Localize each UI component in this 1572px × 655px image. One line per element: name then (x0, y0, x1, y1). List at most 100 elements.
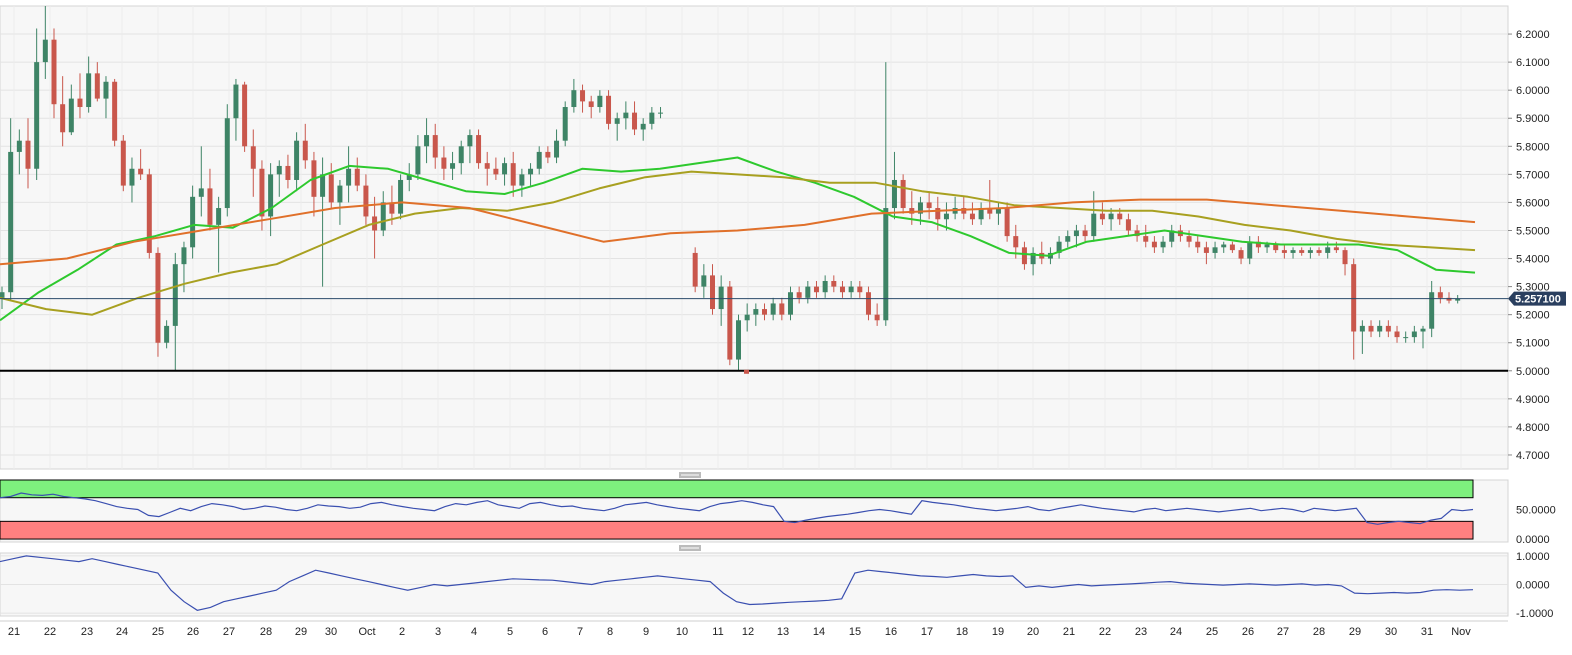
candle-up (805, 286, 811, 298)
y-tick-label: 6.0000 (1516, 85, 1550, 97)
candle-down (242, 84, 248, 147)
candle-down (1004, 208, 1010, 237)
oscillator-zone (0, 479, 1474, 499)
candle-down (1255, 241, 1261, 248)
candle-up (415, 146, 421, 175)
candle-down (1299, 250, 1305, 253)
candle-down (1143, 236, 1149, 242)
y-tick-label: 4.7000 (1516, 450, 1550, 462)
candle-down (51, 39, 57, 105)
candle-down (831, 280, 837, 287)
candle-up (787, 292, 793, 315)
candle-up (224, 118, 230, 209)
x-tick-label: 29 (1349, 626, 1361, 638)
candle-down (857, 286, 863, 293)
candle-up (1030, 252, 1036, 265)
candle-up (718, 286, 724, 310)
x-tick-label: 26 (1242, 626, 1254, 638)
candle-up (233, 84, 239, 119)
candle-up (198, 188, 204, 197)
candle-up (1073, 230, 1079, 237)
y-tick-label: 5.0000 (1516, 366, 1550, 378)
x-tick-label: 10 (676, 626, 688, 638)
x-tick-label: 28 (260, 626, 272, 638)
candle-down (987, 208, 993, 214)
candle-down (1082, 230, 1088, 237)
candle-up (380, 202, 386, 231)
x-tick-label: 22 (1099, 626, 1111, 638)
candle-up (42, 39, 48, 63)
candle-down (1013, 236, 1019, 248)
candle-down (692, 252, 698, 287)
candle-down (909, 208, 915, 214)
x-tick-label: 26 (187, 626, 199, 638)
candle-down (580, 90, 586, 102)
candle-up (649, 112, 655, 124)
candle-down (1117, 213, 1123, 220)
x-tick-label: 25 (152, 626, 164, 638)
x-tick-label: 22 (44, 626, 56, 638)
moving-average-line (0, 198, 1476, 266)
candle-down (1394, 331, 1400, 338)
candle-down (441, 157, 447, 169)
candle-down (1273, 244, 1279, 251)
y-tick-label: 5.3000 (1516, 282, 1550, 294)
candle-up (8, 151, 14, 293)
candle-down (865, 292, 871, 315)
candle-up (16, 140, 22, 152)
moving-average-line (0, 156, 1476, 322)
oscillator-zone (0, 520, 1474, 540)
candle-down (77, 98, 83, 108)
candle-down (813, 286, 819, 293)
candle-down (1437, 292, 1443, 298)
y-tick-label: 5.9000 (1516, 113, 1550, 125)
x-tick-label: 29 (295, 626, 307, 638)
candle-down (207, 188, 213, 225)
x-tick-label: 20 (1027, 626, 1039, 638)
candle-down (155, 252, 161, 343)
candle-up (216, 208, 222, 225)
candle-down (60, 104, 66, 133)
candle-up (623, 112, 629, 119)
candle-up (276, 165, 282, 175)
candle-down (1021, 247, 1027, 265)
candle-down (302, 140, 308, 161)
candle-up (34, 62, 40, 169)
candle-down (839, 286, 845, 293)
candle-down (1125, 219, 1131, 231)
momentum-panel: 1.0000 0.0000 -1.0000 (0, 551, 1553, 620)
x-tick-label: 27 (1277, 626, 1289, 638)
candle-down (1385, 325, 1391, 332)
candle-up (1108, 213, 1114, 220)
x-tick-label: 18 (956, 626, 968, 638)
x-tick-label: Nov (1451, 626, 1471, 638)
y-tick-label: 5.2000 (1516, 310, 1550, 322)
x-tick-label: 24 (116, 626, 128, 638)
candle-down (874, 314, 880, 321)
candle-up (458, 146, 464, 164)
candle-up (129, 168, 135, 186)
candle-down (1186, 236, 1192, 242)
candle-up (1212, 247, 1218, 253)
candle-down (926, 202, 932, 209)
x-tick-label: 2 (399, 626, 405, 638)
candle-up (1377, 325, 1383, 332)
candle-down (112, 81, 118, 141)
candle-down (545, 151, 551, 158)
candle-up (398, 179, 404, 214)
candle-up (770, 303, 776, 315)
candle-up (268, 174, 274, 217)
candle-up (1160, 241, 1166, 248)
candle-down (354, 168, 360, 186)
candle-down (1195, 241, 1201, 248)
y-tick-label: 5.7000 (1516, 169, 1550, 181)
candle-up (1065, 236, 1071, 242)
candle-down (510, 163, 516, 186)
y-tick-label: 5.6000 (1516, 197, 1550, 209)
candle-down (961, 208, 967, 214)
candle-down (1351, 264, 1357, 332)
x-tick-label: 23 (81, 626, 93, 638)
candle-up (1247, 241, 1253, 259)
candle-up (346, 168, 352, 186)
